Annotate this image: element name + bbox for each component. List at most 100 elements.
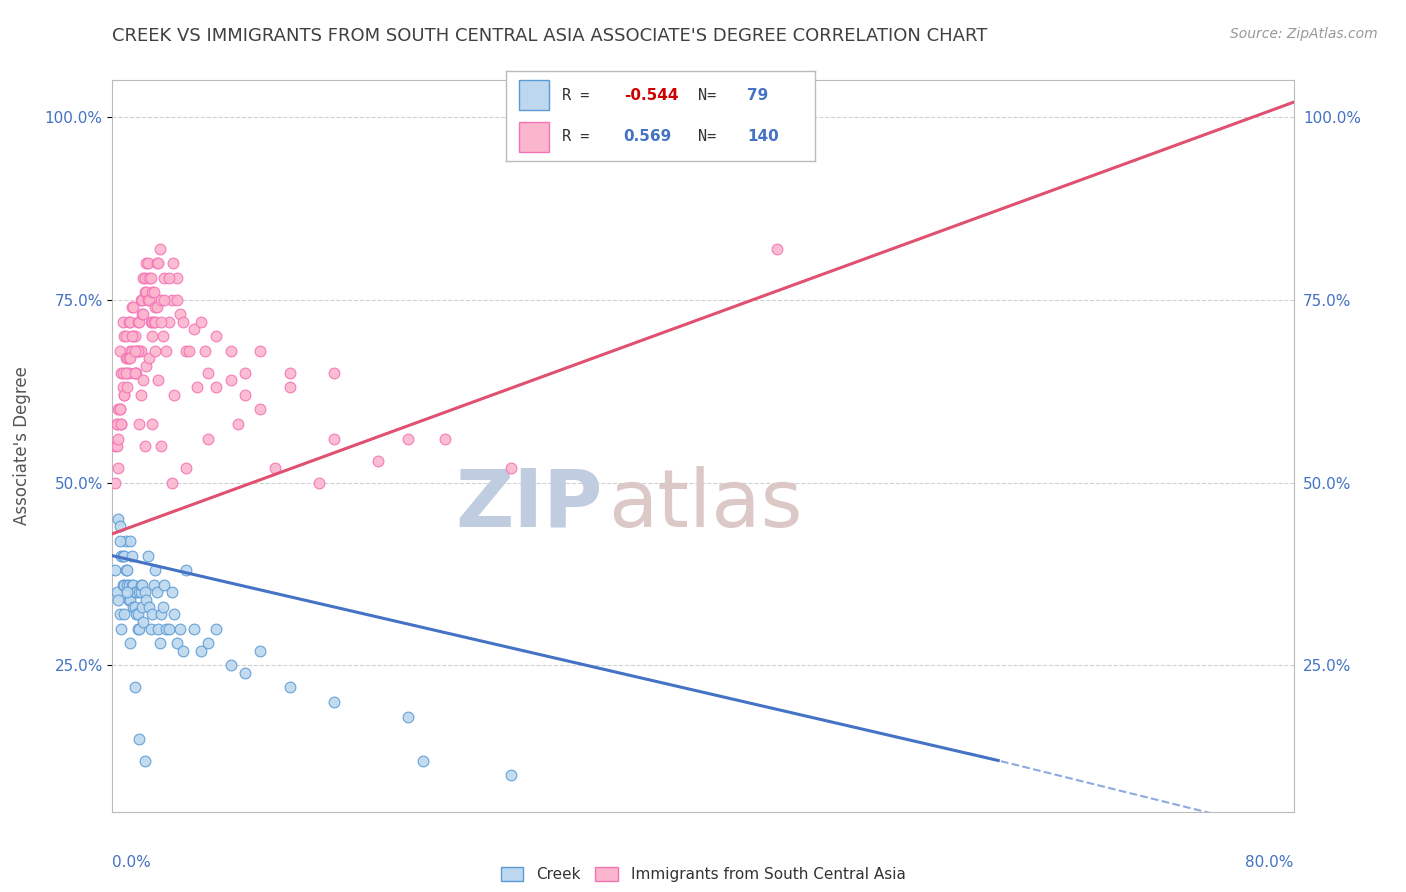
Point [160, 475, 183, 490]
Point [105, 439, 128, 453]
Point [112, 388, 135, 402]
Point [152, 599, 174, 614]
Text: 0.569: 0.569 [624, 129, 672, 144]
Point [122, 300, 145, 314]
Point [117, 563, 138, 577]
Point [128, 585, 150, 599]
Text: atlas: atlas [609, 466, 803, 543]
Point [396, 709, 419, 723]
Text: 80.0%: 80.0% [1246, 855, 1294, 870]
Point [132, 615, 155, 629]
Point [118, 351, 141, 366]
Point [134, 285, 156, 300]
Point [146, 256, 169, 270]
Point [249, 343, 271, 358]
Point [249, 644, 271, 658]
Point [108, 534, 131, 549]
Text: N=: N= [697, 129, 725, 144]
Point [124, 343, 146, 358]
Point [124, 329, 146, 343]
Text: -0.544: -0.544 [624, 88, 678, 103]
Point [135, 256, 157, 270]
Point [132, 373, 155, 387]
Point [157, 315, 180, 329]
Point [121, 549, 143, 563]
Point [131, 578, 153, 592]
Point [166, 270, 188, 285]
Point [125, 343, 148, 358]
Point [124, 585, 146, 599]
Point [111, 366, 134, 380]
Point [174, 461, 197, 475]
Point [112, 549, 135, 563]
Point [127, 343, 149, 358]
Text: 0.0%: 0.0% [112, 855, 152, 870]
Point [125, 607, 148, 622]
Point [226, 417, 249, 431]
Point [219, 658, 242, 673]
Point [118, 315, 141, 329]
Point [141, 417, 163, 431]
Point [148, 622, 170, 636]
Point [308, 475, 330, 490]
Point [129, 578, 152, 592]
Point [121, 343, 143, 358]
Point [219, 373, 242, 387]
Point [155, 622, 177, 636]
Point [197, 636, 219, 650]
Point [174, 343, 197, 358]
Point [121, 578, 143, 592]
Point [278, 380, 301, 394]
Point [136, 293, 159, 307]
Point [120, 351, 142, 366]
Point [122, 329, 145, 343]
Point [108, 402, 131, 417]
Point [205, 380, 228, 394]
Point [278, 681, 301, 695]
Point [323, 432, 346, 446]
Point [179, 343, 201, 358]
Point [190, 644, 212, 658]
Point [138, 599, 160, 614]
Point [153, 293, 176, 307]
Point [120, 592, 142, 607]
Point [278, 366, 301, 380]
Point [160, 293, 183, 307]
Point [205, 329, 228, 343]
Point [141, 315, 163, 329]
Point [117, 578, 138, 592]
Point [107, 461, 129, 475]
Text: Source: ZipAtlas.com: Source: ZipAtlas.com [1230, 27, 1378, 41]
Point [146, 585, 169, 599]
Point [107, 432, 129, 446]
Point [142, 315, 165, 329]
Point [122, 599, 145, 614]
Point [120, 343, 142, 358]
Point [117, 366, 138, 380]
Point [150, 293, 173, 307]
Point [139, 315, 162, 329]
Point [114, 534, 136, 549]
Point [104, 475, 127, 490]
Point [139, 622, 162, 636]
Point [141, 607, 163, 622]
Point [146, 300, 169, 314]
Point [125, 366, 148, 380]
Point [114, 563, 136, 577]
Point [183, 322, 205, 336]
Point [127, 622, 149, 636]
Point [138, 270, 160, 285]
Point [110, 417, 132, 431]
Point [120, 534, 142, 549]
Point [139, 270, 162, 285]
Point [121, 329, 143, 343]
Point [157, 270, 180, 285]
Point [108, 402, 131, 417]
Point [163, 607, 186, 622]
Point [111, 315, 134, 329]
Point [160, 585, 183, 599]
Point [233, 366, 256, 380]
Point [135, 285, 157, 300]
Text: R =: R = [562, 129, 607, 144]
Point [411, 754, 433, 768]
